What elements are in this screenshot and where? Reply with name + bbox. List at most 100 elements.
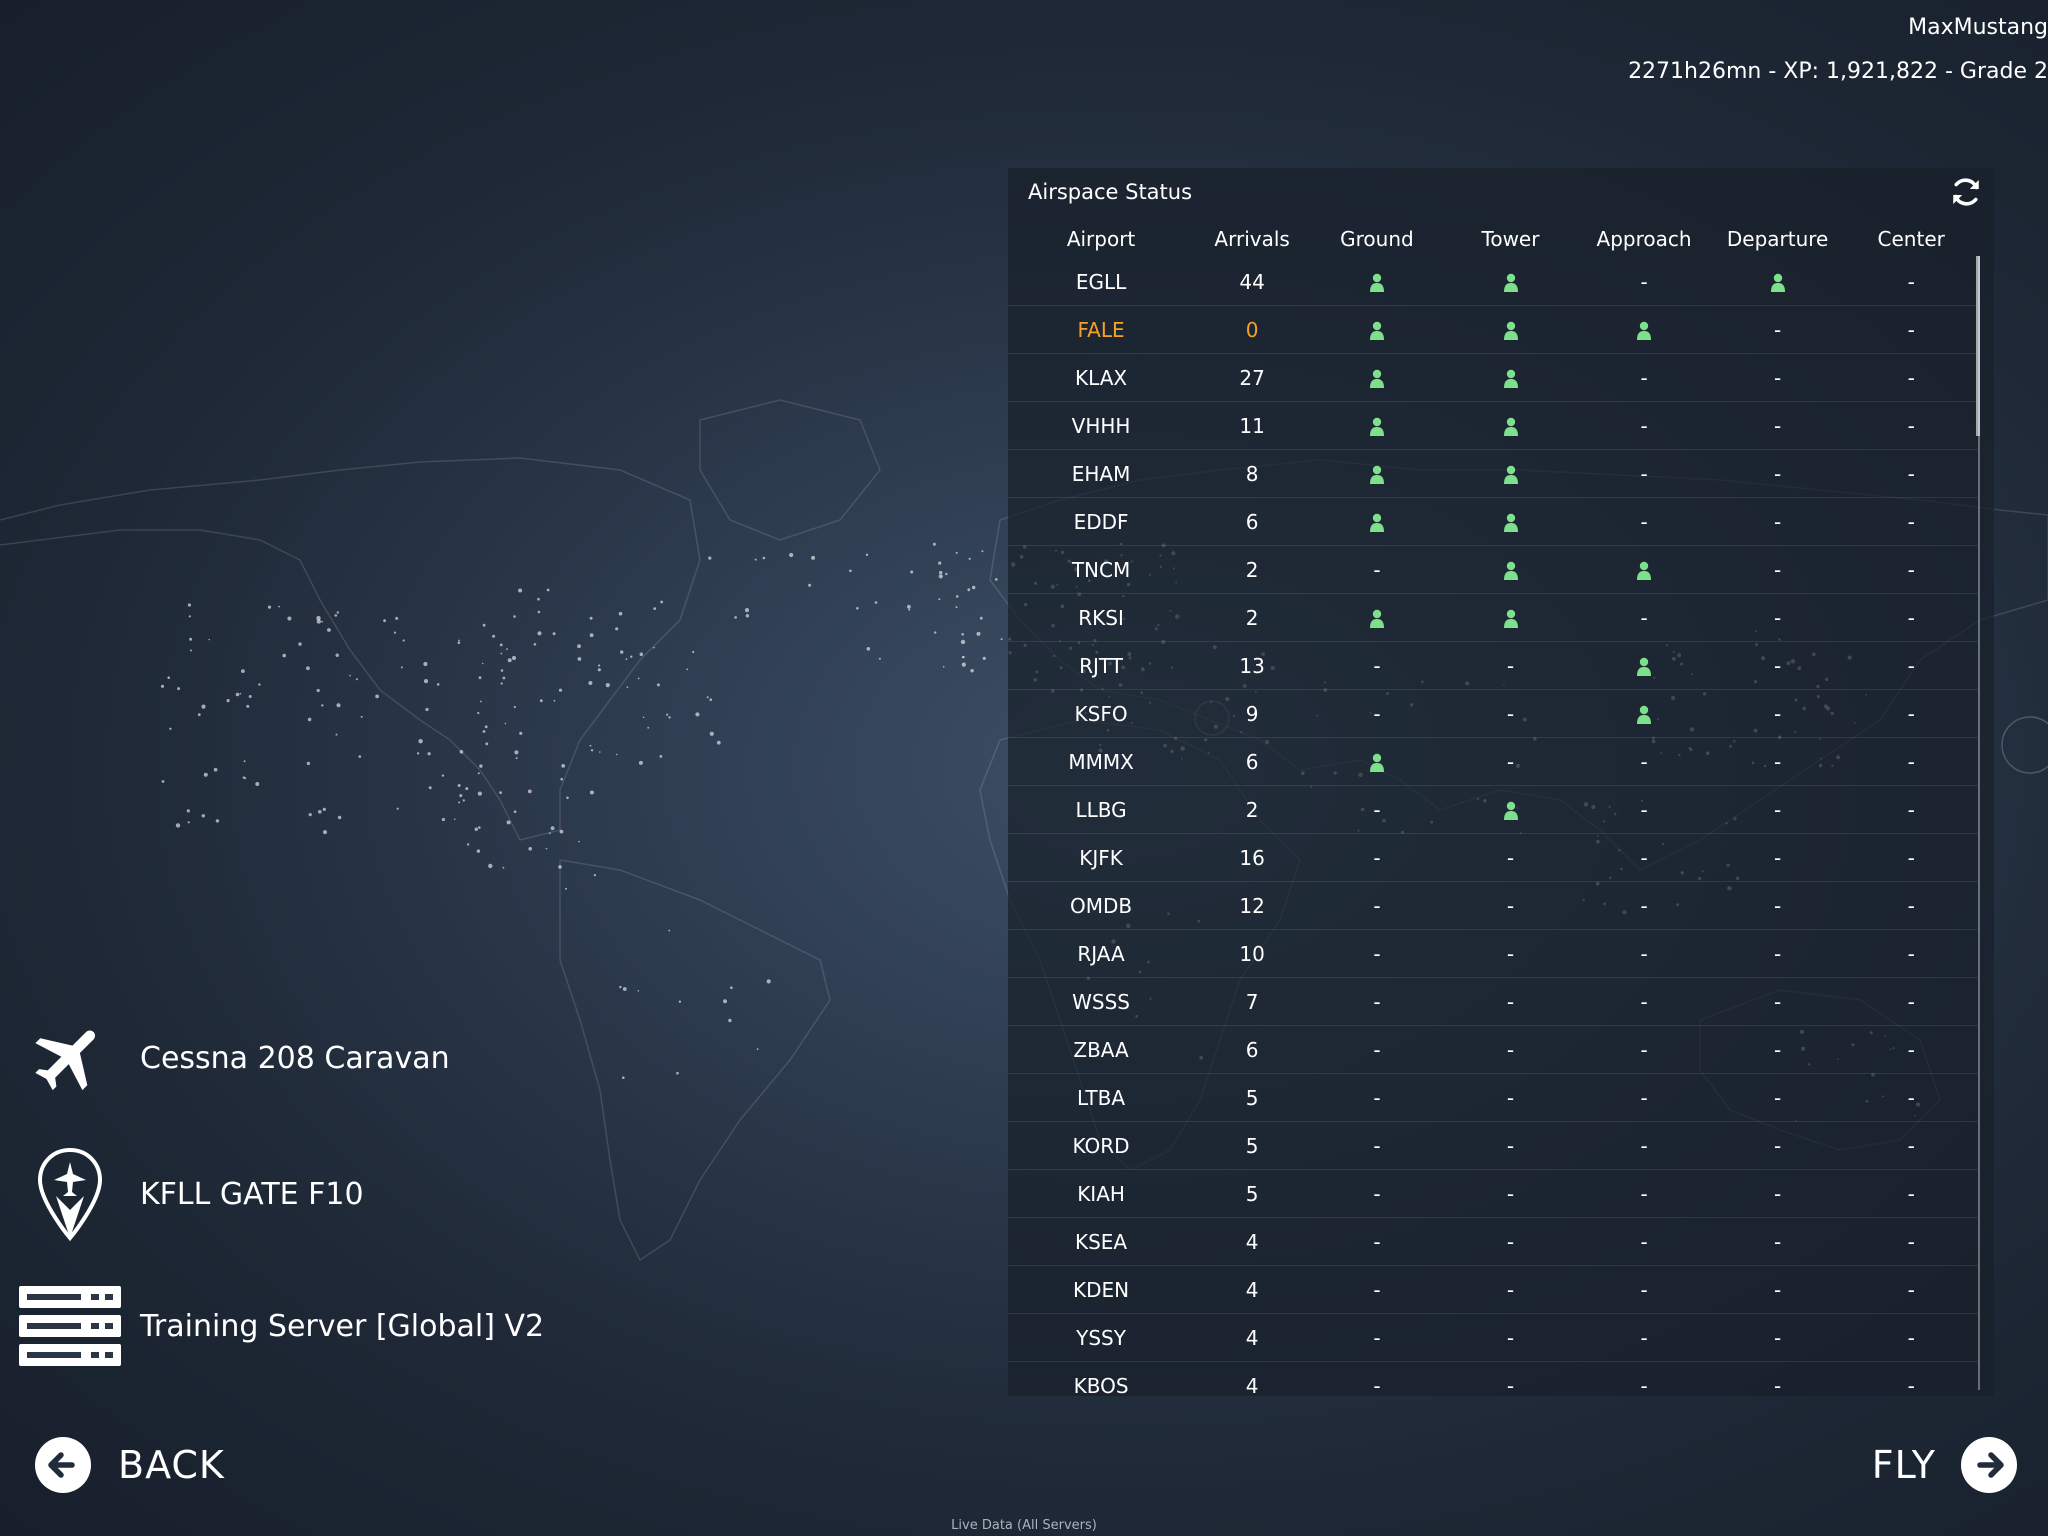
col-approach[interactable]: Approach	[1596, 227, 1692, 251]
traffic-dot	[656, 683, 660, 687]
table-row[interactable]: MMMX 6- - - -	[1008, 737, 1978, 786]
traffic-dot	[441, 817, 445, 822]
traffic-dot	[588, 681, 593, 685]
ground-controller-icon	[1310, 258, 1444, 306]
traffic-dot	[189, 637, 193, 641]
col-tower[interactable]: Tower	[1481, 227, 1540, 251]
traffic-dot	[618, 611, 623, 616]
traffic-dot	[208, 638, 210, 641]
table-row[interactable]: KLAX 27- - -	[1008, 353, 1978, 402]
table-row[interactable]: FALE 0 - -	[1008, 305, 1978, 354]
table-row[interactable]: TNCM 2- - -	[1008, 545, 1978, 594]
north-america-outline	[0, 457, 701, 841]
traffic-dot	[187, 603, 191, 607]
traffic-dot	[488, 863, 493, 869]
traffic-dot	[465, 787, 469, 791]
table-row[interactable]: EHAM 8- - -	[1008, 449, 1978, 498]
table-row[interactable]: RJAA 10- - - - -	[1008, 929, 1978, 978]
table-row[interactable]: VHHH 11- - -	[1008, 401, 1978, 450]
col-airport[interactable]: Airport	[1066, 227, 1136, 251]
traffic-dot	[678, 1000, 682, 1003]
center-empty: -	[1844, 1025, 1978, 1074]
table-row[interactable]: KBOS 4- - - - -	[1008, 1361, 1978, 1396]
airplane-icon	[0, 1016, 140, 1100]
traffic-dot	[597, 668, 601, 672]
tower-empty: -	[1443, 881, 1578, 930]
center-empty: -	[1844, 305, 1978, 354]
aircraft-label: Cessna 208 Caravan	[140, 1040, 450, 1076]
traffic-dot	[653, 646, 655, 649]
table-row[interactable]: WSSS 7- - - - -	[1008, 977, 1978, 1026]
traffic-dot	[511, 655, 517, 661]
col-arrivals[interactable]: Arrivals	[1214, 227, 1290, 251]
traffic-dot	[967, 588, 971, 592]
traffic-dot	[515, 757, 518, 760]
ground-empty: -	[1310, 833, 1444, 882]
traffic-dot	[375, 694, 379, 699]
table-row[interactable]: EGLL 44 - -	[1008, 258, 1978, 306]
table-row[interactable]: KDEN 4- - - - -	[1008, 1265, 1978, 1314]
traffic-dot	[177, 687, 181, 691]
tower-empty: -	[1443, 641, 1578, 690]
back-button[interactable]: BACK	[34, 1436, 225, 1494]
traffic-dot	[239, 692, 242, 695]
server-row[interactable]: Training Server [Global] V2	[0, 1286, 544, 1366]
aircraft-row[interactable]: Cessna 208 Caravan	[0, 1016, 450, 1100]
traffic-dot	[477, 711, 480, 715]
person-icon	[1503, 510, 1519, 534]
traffic-dot	[203, 772, 208, 777]
traffic-dot	[932, 542, 936, 546]
ground-empty: -	[1310, 545, 1444, 594]
arrivals-count: 12	[1194, 881, 1311, 930]
scrollbar-track[interactable]	[1978, 256, 1980, 1390]
table-row[interactable]: KORD 5- - - - -	[1008, 1121, 1978, 1170]
table-row[interactable]: RJTT 13- - - -	[1008, 641, 1978, 690]
traffic-dot	[506, 820, 511, 825]
departure-empty: -	[1710, 545, 1845, 594]
col-ground[interactable]: Ground	[1340, 227, 1414, 251]
traffic-dot	[441, 774, 445, 777]
table-row[interactable]: KJFK 16- - - - -	[1008, 833, 1978, 882]
traffic-dot	[577, 644, 581, 649]
col-departure[interactable]: Departure	[1726, 227, 1829, 251]
center-empty: -	[1844, 497, 1978, 546]
ground-empty: -	[1310, 1265, 1444, 1314]
ground-controller-icon	[1310, 449, 1444, 498]
person-icon	[1503, 462, 1519, 486]
traffic-dot	[502, 676, 506, 680]
fly-button[interactable]: FLY	[1872, 1436, 2018, 1494]
table-row[interactable]: RKSI 2- - -	[1008, 593, 1978, 642]
table-row[interactable]: EDDF 6- - -	[1008, 497, 1978, 546]
refresh-icon[interactable]	[1948, 174, 1984, 210]
tower-empty: -	[1443, 929, 1578, 978]
table-row[interactable]: ZBAA 6- - - - -	[1008, 1025, 1978, 1074]
table-row[interactable]: YSSY 4- - - - -	[1008, 1313, 1978, 1362]
airport-code: EDDF	[1008, 497, 1195, 546]
traffic-dot	[393, 631, 397, 634]
center-empty: -	[1844, 545, 1978, 594]
traffic-dot	[519, 731, 523, 735]
greenland-outline	[699, 399, 881, 541]
scrollbar-thumb[interactable]	[1976, 256, 1980, 436]
airport-code: LTBA	[1008, 1073, 1195, 1122]
tower-empty: -	[1443, 1169, 1578, 1218]
traffic-dot	[565, 887, 567, 890]
table-row[interactable]: LLBG 2- - - -	[1008, 785, 1978, 834]
traffic-dot	[558, 865, 562, 869]
traffic-dot	[849, 569, 852, 573]
traffic-dot	[337, 815, 342, 820]
approach-empty: -	[1577, 881, 1711, 930]
table-row[interactable]: OMDB 12- - - - -	[1008, 881, 1978, 930]
ground-controller-icon	[1310, 737, 1444, 786]
table-row[interactable]: LTBA 5- - - - -	[1008, 1073, 1978, 1122]
arrivals-count: 0	[1194, 305, 1311, 354]
departure-empty: -	[1710, 929, 1845, 978]
ground-controller-icon	[1310, 353, 1444, 402]
table-row[interactable]: KSEA 4- - - - -	[1008, 1217, 1978, 1266]
col-center[interactable]: Center	[1877, 227, 1945, 251]
table-header-row: Airport Arrivals Ground Tower Approach D…	[1008, 220, 1978, 258]
table-row[interactable]: KIAH 5- - - - -	[1008, 1169, 1978, 1218]
table-row[interactable]: KSFO 9- - - -	[1008, 689, 1978, 738]
location-row[interactable]: KFLL GATE F10	[0, 1146, 364, 1242]
traffic-dot	[358, 755, 362, 758]
